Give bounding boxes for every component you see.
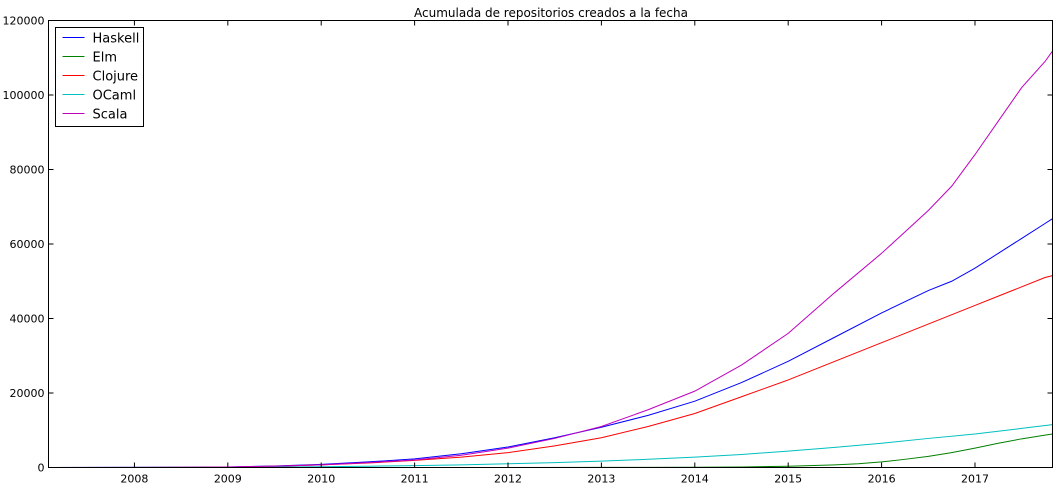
- x-tick-label: 2008: [120, 473, 148, 486]
- y-tick-label: 20000: [10, 387, 45, 400]
- series-line-scala: [48, 50, 1053, 468]
- x-axis-ticks: 2008 2009 2010 2011 2012 2013 2014 2015 2016 2017: [120, 20, 989, 486]
- series-layer: [48, 50, 1053, 468]
- legend-box: [55, 27, 144, 127]
- plot-area-frame: [48, 20, 1053, 468]
- legend-label: Clojure: [93, 70, 139, 85]
- x-tick-label: 2015: [774, 473, 802, 486]
- y-tick-label: 100000: [3, 89, 45, 102]
- x-tick-label: 2013: [587, 473, 615, 486]
- series-line-haskell: [48, 218, 1053, 468]
- series-line-ocaml: [48, 424, 1053, 468]
- x-tick-label: 2016: [868, 473, 896, 486]
- x-tick-label: 2011: [401, 473, 429, 486]
- y-tick-label: 80000: [10, 164, 45, 177]
- legend-label: OCaml: [93, 89, 137, 104]
- x-tick-label: 2017: [961, 473, 989, 486]
- legend-label: Haskell: [93, 32, 140, 47]
- legend-label: Elm: [93, 51, 118, 66]
- y-axis-ticks: 0 20000 40000 60000 80000 100000 120000: [3, 15, 1053, 475]
- chart-legend: Haskell Elm Clojure OCaml Scala: [55, 27, 144, 127]
- y-tick-label: 40000: [10, 313, 45, 326]
- legend-label: Scala: [93, 108, 128, 123]
- x-tick-label: 2009: [214, 473, 242, 486]
- y-tick-label: 0: [38, 462, 45, 475]
- x-tick-label: 2010: [307, 473, 335, 486]
- chart-title: Acumulada de repositorios creados a la f…: [414, 6, 688, 20]
- y-tick-label: 60000: [10, 238, 45, 251]
- x-tick-label: 2012: [494, 473, 522, 486]
- x-tick-label: 2014: [681, 473, 709, 486]
- y-tick-label: 120000: [3, 15, 45, 28]
